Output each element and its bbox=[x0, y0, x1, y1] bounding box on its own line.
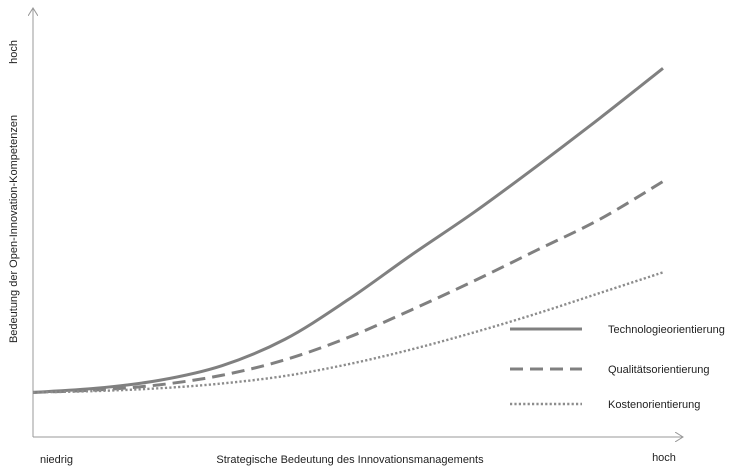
x-axis-high-label: hoch bbox=[652, 452, 676, 464]
legend-label-qualitaetsorientierung: Qualitätsorientierung bbox=[608, 364, 710, 376]
series-line-technologieorientierung bbox=[32, 67, 664, 394]
legend-label-kostenorientierung: Kostenorientierung bbox=[608, 399, 700, 411]
legend: Technologieorientierung Qualitätsorienti… bbox=[510, 324, 725, 411]
x-axis-low-label: niedrig bbox=[40, 454, 73, 466]
legend-label-technologieorientierung: Technologieorientierung bbox=[608, 324, 725, 336]
series-layer bbox=[32, 67, 664, 394]
x-axis-title: Strategische Bedeutung des Innovationsma… bbox=[216, 454, 484, 466]
y-axis-title: Bedeutung der Open-Innovation-Kompetenze… bbox=[8, 115, 20, 343]
series-line-kostenorientierung bbox=[32, 271, 664, 394]
y-axis-high-label: hoch bbox=[8, 40, 20, 64]
series-line-qualit-tsorientierung bbox=[32, 180, 664, 394]
